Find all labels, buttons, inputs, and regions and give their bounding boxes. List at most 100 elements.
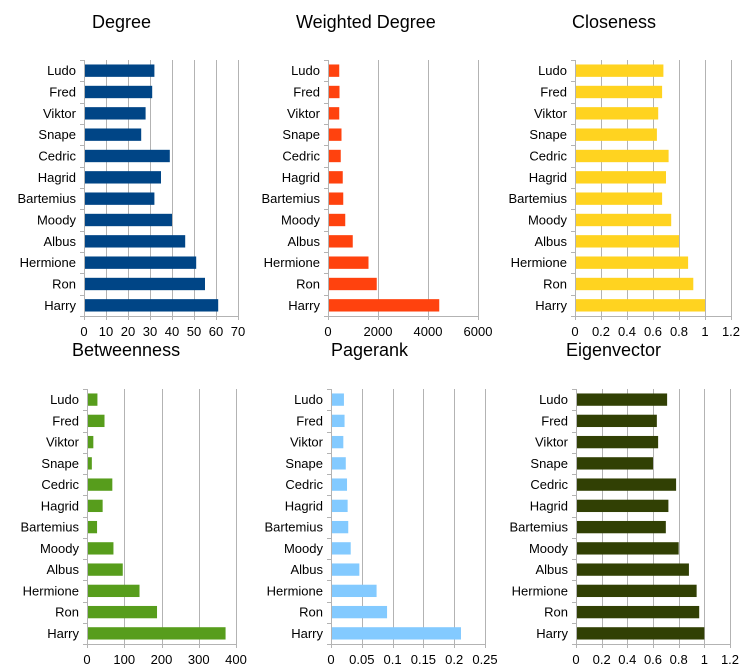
category-label: Moody: [284, 541, 324, 556]
category-label: Bartemius: [17, 191, 76, 206]
category-label: Fred: [541, 413, 568, 428]
x-tick-label: 6000: [464, 324, 493, 339]
category-label: Hermione: [264, 255, 320, 270]
x-tick-label: 0.8: [670, 324, 688, 339]
x-tick-label: 400: [225, 652, 247, 667]
category-label: Moody: [40, 541, 80, 556]
category-label: Harry: [44, 298, 76, 313]
category-label: Hagrid: [285, 498, 323, 513]
category-label: Cedric: [282, 149, 320, 164]
bar-viktor: [576, 436, 658, 448]
category-label: Ludo: [50, 392, 79, 407]
category-label: Cedric: [38, 149, 76, 164]
bar-moody: [331, 542, 351, 554]
bar-harry: [575, 299, 705, 311]
category-label: Albus: [290, 562, 323, 577]
category-label: Fred: [293, 85, 320, 100]
category-label: Albus: [534, 234, 567, 249]
category-label: Bartemius: [508, 191, 567, 206]
x-tick-label: 0.2: [445, 652, 463, 667]
bar-ludo: [576, 393, 667, 405]
bar-bartemius: [576, 521, 666, 533]
category-label: Moody: [281, 213, 321, 228]
category-label: Cedric: [529, 149, 567, 164]
bar-harry: [84, 299, 218, 311]
chart-title: Closeness: [572, 12, 656, 32]
bar-moody: [576, 542, 679, 554]
category-label: Viktor: [43, 106, 77, 121]
category-label: Hagrid: [38, 170, 76, 185]
x-tick-label: 1.2: [721, 652, 739, 667]
betweenness-chart: Betweenness Ludo Fred Viktor Snape Cedric Hagr…: [20, 340, 246, 667]
category-label: Hermione: [511, 255, 567, 270]
x-tick-label: 0.05: [349, 652, 374, 667]
x-tick-label: 0.25: [472, 652, 497, 667]
bar-moody: [87, 542, 113, 554]
x-tick-label: 1: [701, 324, 708, 339]
category-label: Hagrid: [282, 170, 320, 185]
category-label: Fred: [296, 413, 323, 428]
bar-ron: [331, 606, 387, 618]
bar-snape: [331, 457, 346, 469]
bar-cedric: [576, 478, 676, 490]
x-tick-label: 0: [83, 652, 90, 667]
category-label: Ron: [55, 605, 79, 620]
category-label: Snape: [530, 456, 568, 471]
bar-moody: [575, 214, 671, 226]
x-tick-label: 100: [113, 652, 135, 667]
category-label: Ron: [543, 277, 567, 292]
bar-harry: [331, 627, 461, 639]
category-label: Bartemius: [20, 520, 79, 535]
bar-harry: [328, 299, 439, 311]
bar-hermione: [576, 585, 697, 597]
category-label: Harry: [291, 626, 323, 641]
x-tick-label: 0.1: [384, 652, 402, 667]
x-tick-label: 0.6: [644, 652, 662, 667]
bar-hermione: [87, 585, 140, 597]
category-label: Bartemius: [264, 520, 323, 535]
category-label: Ron: [299, 605, 323, 620]
category-label: Viktor: [287, 106, 321, 121]
category-label: Ron: [52, 277, 76, 292]
category-label: Moody: [529, 541, 569, 556]
bar-harry: [576, 627, 704, 639]
category-label: Fred: [52, 413, 79, 428]
x-tick-label: 0: [324, 324, 331, 339]
pagerank-chart: Pagerank Ludo Fred Viktor Snape Cedric Hagrid B…: [264, 340, 497, 667]
bar-albus: [331, 563, 359, 575]
bar-viktor: [331, 436, 343, 448]
bar-cedric: [575, 150, 669, 162]
bar-viktor: [328, 107, 339, 119]
chart-title: Pagerank: [331, 340, 409, 360]
bar-fred: [84, 86, 152, 98]
bar-ludo: [575, 64, 663, 76]
bar-viktor: [84, 107, 146, 119]
category-label: Moody: [37, 213, 77, 228]
category-label: Ludo: [294, 392, 323, 407]
category-label: Snape: [282, 127, 320, 142]
category-label: Snape: [285, 456, 323, 471]
eigenvector-chart: Eigenvector Ludo Fred Viktor Snape Cedric Hagr…: [509, 340, 739, 667]
x-tick-label: 300: [188, 652, 210, 667]
bar-hagrid: [87, 500, 103, 512]
chart-title: Eigenvector: [566, 340, 661, 360]
category-label: Harry: [535, 298, 567, 313]
bar-ludo: [84, 64, 154, 76]
category-label: Moody: [528, 213, 568, 228]
bar-albus: [87, 563, 123, 575]
bar-snape: [84, 128, 141, 140]
x-tick-label: 40: [165, 324, 179, 339]
bar-bartemius: [331, 521, 348, 533]
category-label: Harry: [536, 626, 568, 641]
chart-title: Weighted Degree: [296, 12, 436, 32]
bar-hagrid: [84, 171, 161, 183]
bar-fred: [328, 86, 340, 98]
x-tick-label: 30: [143, 324, 157, 339]
closeness-chart: Closeness Ludo Fred Viktor Snape Cedric Hagrid…: [508, 12, 740, 339]
category-label: Albus: [46, 562, 79, 577]
chart-title: Degree: [92, 12, 151, 32]
bar-hagrid: [576, 500, 668, 512]
category-label: Viktor: [290, 435, 324, 450]
bar-snape: [576, 457, 653, 469]
category-label: Hermione: [512, 583, 568, 598]
